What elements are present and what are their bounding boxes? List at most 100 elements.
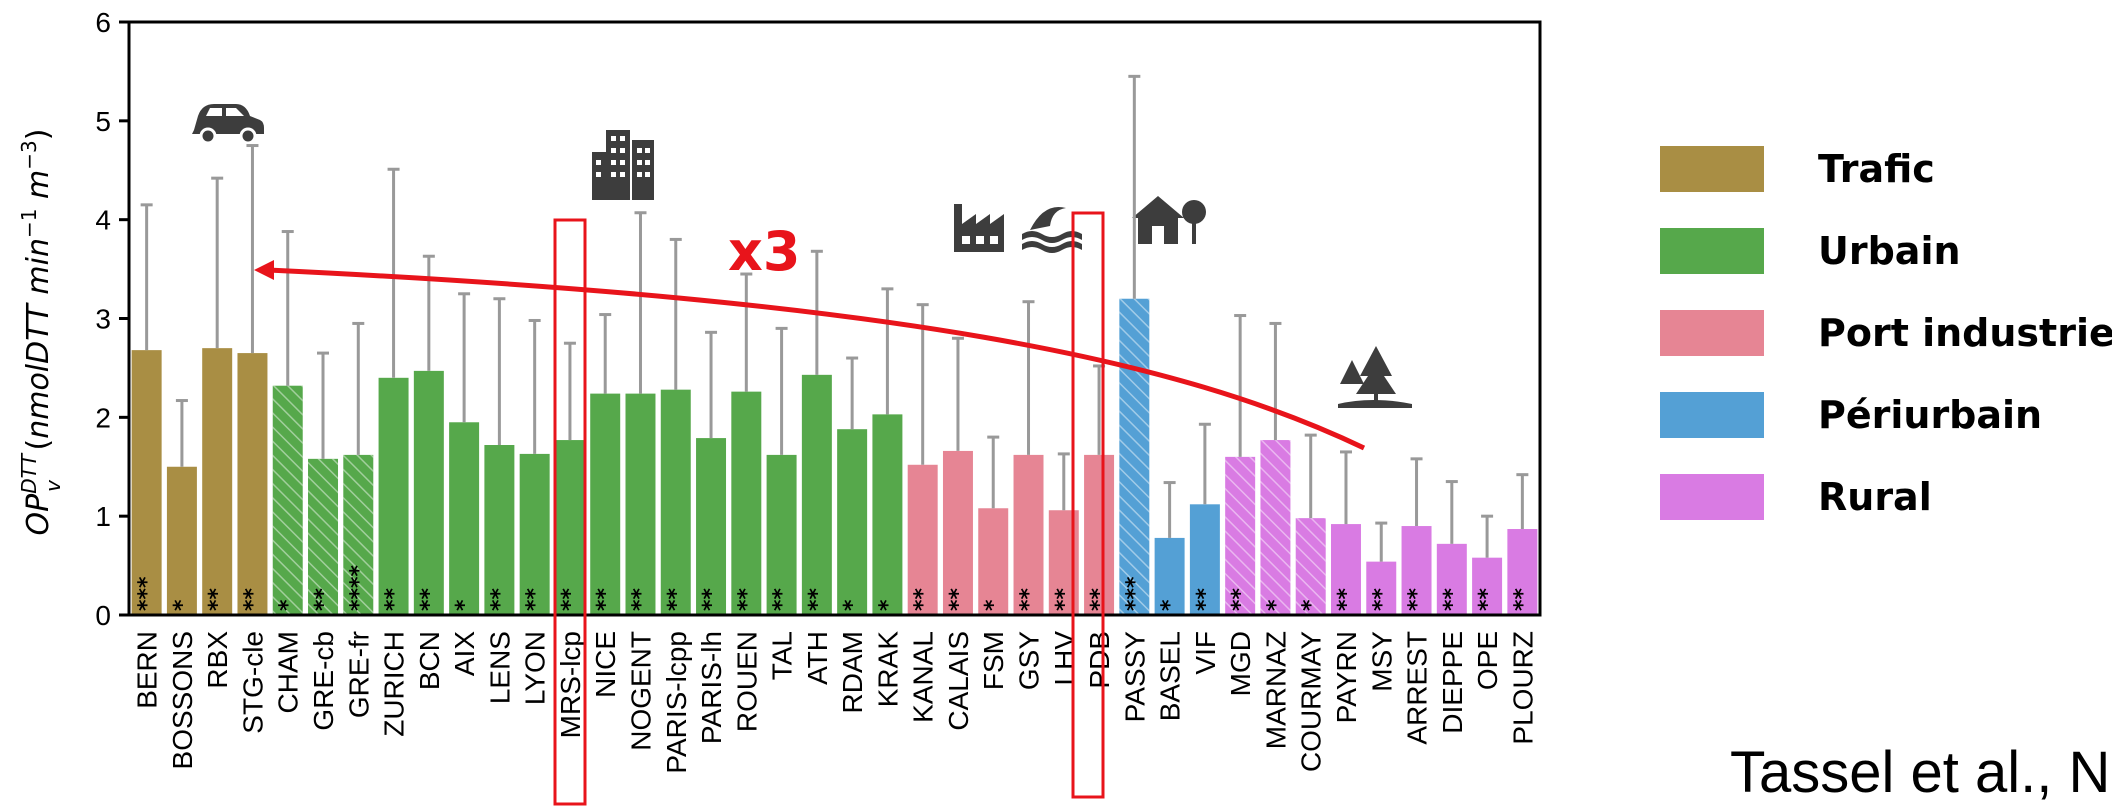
significance-basel: * xyxy=(1158,599,1183,611)
significance-arrest: ** xyxy=(1405,587,1430,611)
significance-rbx: ** xyxy=(205,587,230,611)
bar-pdb xyxy=(1084,454,1115,615)
legend-label-port-industriel: Port industriel xyxy=(1818,311,2112,355)
x-tick-label-courmay: COURMAY xyxy=(1296,631,1327,772)
bar-payrn xyxy=(1330,524,1361,615)
bar-tal xyxy=(766,454,797,615)
x-tick-label-mrs-lcp: MRS-lcp xyxy=(555,631,586,738)
buildings-icon xyxy=(592,130,654,200)
significance-plourz: ** xyxy=(1510,587,1535,611)
plot-frame xyxy=(127,20,1542,617)
x-tick-label-fsm: FSM xyxy=(978,631,1009,690)
x-tick-label-passy: PASSY xyxy=(1119,631,1150,723)
x-tick-label-kanal: KANAL xyxy=(908,631,939,723)
x-tick-label-dieppe: DIEPPE xyxy=(1437,631,1468,734)
trees-icon xyxy=(1338,346,1412,408)
x-tick-label-krak: KRAK xyxy=(872,631,903,708)
x-tick-label-nice: NICE xyxy=(590,631,621,698)
significance-kanal: ** xyxy=(911,587,936,611)
significance-courmay: * xyxy=(1299,599,1324,611)
x-tick-label-cham: CHAM xyxy=(273,631,304,713)
x-tick-label-paris-lcpp: PARIS-lcpp xyxy=(661,631,692,774)
legend-swatch-trafic xyxy=(1660,146,1764,192)
error-bars xyxy=(140,74,1529,562)
significance-rdam: * xyxy=(840,599,865,611)
x-tick-label-ope: OPE xyxy=(1472,631,1503,690)
axes: 0 1 2 3 4 5 6 xyxy=(95,7,1542,631)
bar-rdam xyxy=(837,429,868,615)
bar-lens xyxy=(484,445,515,615)
significance-gre-fr: **** xyxy=(346,564,371,611)
x-tick-label-lhv: LHV xyxy=(1049,631,1080,686)
x-tick-label-tal: TAL xyxy=(767,631,798,680)
x-tick-label-ath: ATH xyxy=(802,631,833,685)
x-tick-label-zurich: ZURICH xyxy=(379,631,410,737)
x-tick-label-pdb: PDB xyxy=(1084,631,1115,689)
significance-pdb: ** xyxy=(1087,587,1112,611)
bar-rouen xyxy=(731,391,762,615)
significance-mgd: ** xyxy=(1228,587,1253,611)
legend-swatch-rural xyxy=(1660,474,1764,520)
significance-nogent: ** xyxy=(628,587,653,611)
legend-swatch-port-industriel xyxy=(1660,310,1764,356)
bar-aix xyxy=(449,422,480,615)
x-tick-label-lens: LENS xyxy=(484,631,515,704)
y-axis-label: OPDTTv (nmolDTT min−1 m−3) xyxy=(17,129,65,536)
y-tick-label-0: 0 xyxy=(95,600,111,631)
bar-dieppe xyxy=(1436,543,1467,615)
x-tick-label-bern: BERN xyxy=(132,631,163,709)
bar-msy xyxy=(1366,561,1397,615)
x-tick-label-gre-fr: GRE-fr xyxy=(343,631,374,718)
significance-passy: *** xyxy=(1122,576,1147,611)
significance-aix: * xyxy=(452,599,477,611)
house-icon xyxy=(1132,196,1206,244)
legend-label-urbain: Urbain xyxy=(1818,229,1961,273)
bar-bern xyxy=(131,350,162,615)
significance-tal: ** xyxy=(770,587,795,611)
bar-calais xyxy=(942,450,973,615)
car-icon xyxy=(192,104,264,145)
significance-cham: * xyxy=(276,599,301,611)
x-tick-label-rouen: ROUEN xyxy=(731,631,762,732)
annotation-x3: x3 xyxy=(728,220,800,283)
bar-hatch-courmay xyxy=(1295,518,1326,615)
significance-calais: ** xyxy=(946,587,971,611)
bar-basel xyxy=(1154,537,1185,615)
citation: Tassel et al., N xyxy=(1730,740,2110,805)
significance-lhv: ** xyxy=(1052,587,1077,611)
significance-mrs-lcp: ** xyxy=(558,587,583,611)
significance-stg-cle: ** xyxy=(240,587,265,611)
significance-paris-lcpp: ** xyxy=(664,587,689,611)
highlight-box-pdb xyxy=(1071,211,1105,799)
significance-paris-lh: ** xyxy=(699,587,724,611)
significance-nice: ** xyxy=(593,587,618,611)
x-tick-label-arrest: ARREST xyxy=(1402,631,1433,745)
x-tick-label-msy: MSY xyxy=(1366,631,1397,692)
x-tick-label-lyon: LYON xyxy=(520,631,551,705)
y-tick-label-1: 1 xyxy=(95,501,111,532)
significance-ath: ** xyxy=(805,587,830,611)
significance-gre-cb: ** xyxy=(311,587,336,611)
bar-gsy xyxy=(1013,454,1044,615)
legend-label-p-riurbain: Périurbain xyxy=(1818,393,2042,437)
significance-fsm: * xyxy=(981,599,1006,611)
x-tick-label-calais: CALAIS xyxy=(943,631,974,731)
x-tick-labels: BERN BOSSONS RBX STG-cle CHAM GRE-cb GRE-fr ZUR… xyxy=(132,631,1539,774)
legend-swatch-urbain xyxy=(1660,228,1764,274)
x-tick-label-nogent: NOGENT xyxy=(625,631,656,751)
factory-icon xyxy=(954,204,1004,252)
x-tick-label-paris-lh: PARIS-lh xyxy=(696,631,727,744)
significance-ope: ** xyxy=(1475,587,1500,611)
bar-hatch-marnaz xyxy=(1260,440,1291,615)
x-tick-label-marnaz: MARNAZ xyxy=(1260,631,1291,749)
significance-bcn: ** xyxy=(417,587,442,611)
bar-lyon xyxy=(519,453,550,615)
y-tick-label-3: 3 xyxy=(95,304,111,335)
y-tick-label-6: 6 xyxy=(95,7,111,38)
bar-vif xyxy=(1189,504,1220,615)
bar-arrest xyxy=(1401,526,1432,615)
bars xyxy=(131,298,1538,615)
significance-krak: * xyxy=(875,599,900,611)
x-tick-label-rbx: RBX xyxy=(202,631,233,689)
